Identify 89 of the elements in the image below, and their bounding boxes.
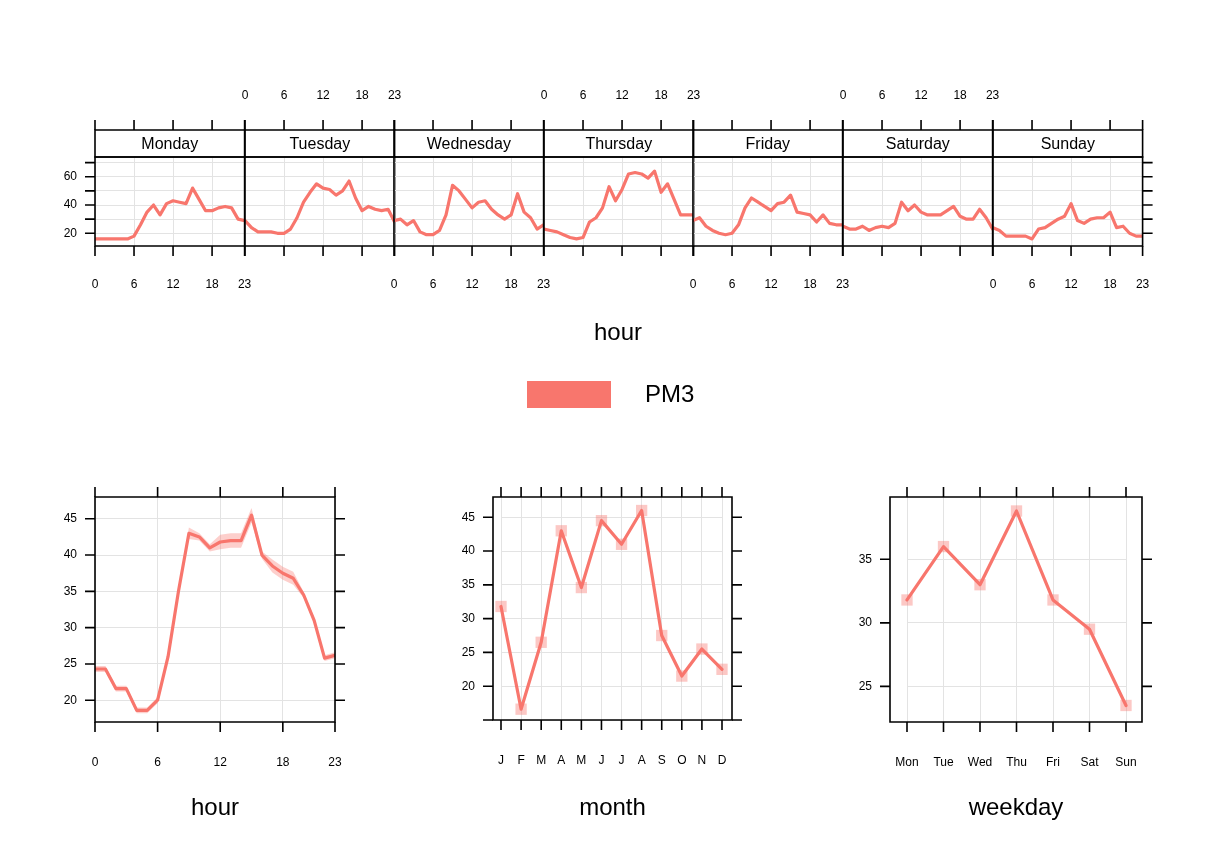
x-tick-label: 23 xyxy=(1135,277,1150,292)
x-tick-label: S xyxy=(657,753,666,768)
x-tick-label: 0 xyxy=(241,88,249,103)
x-tick-label: 0 xyxy=(91,277,99,292)
y-tick-label: 40 xyxy=(461,543,476,558)
chart-title: Thursday xyxy=(585,134,652,152)
x-tick-label: D xyxy=(717,753,727,768)
x-tick-label: 12 xyxy=(1063,277,1078,292)
x-tick-label: 6 xyxy=(878,88,886,103)
x-tick-label: 0 xyxy=(989,277,997,292)
x-tick-label: 23 xyxy=(537,277,551,292)
y-tick-label: 35 xyxy=(461,577,476,592)
y-tick-label: 35 xyxy=(63,583,78,598)
x-tick-label: Mon xyxy=(895,755,919,770)
x-tick-label: 6 xyxy=(579,88,587,103)
x-tick-label: 12 xyxy=(615,88,629,103)
y-tick-label: 20 xyxy=(63,225,78,240)
x-tick-label: O xyxy=(677,753,687,768)
x-tick-label: 12 xyxy=(315,88,330,103)
x-tick-label: 6 xyxy=(1028,277,1036,292)
x-tick-label: Fri xyxy=(1046,755,1060,770)
x-tick-label: 6 xyxy=(280,88,288,103)
x-tick-label: 23 xyxy=(836,277,850,292)
x-axis-title: weekday xyxy=(968,793,1064,821)
y-tick-label: 40 xyxy=(63,547,78,562)
x-tick-label: J xyxy=(618,753,625,768)
chart-title: Friday xyxy=(745,134,791,152)
x-tick-label: N xyxy=(697,753,707,768)
y-tick-label: 45 xyxy=(461,509,476,524)
x-tick-label: 23 xyxy=(387,88,402,103)
x-tick-label: 0 xyxy=(390,277,398,292)
x-tick-label: 6 xyxy=(729,277,737,292)
x-tick-label: 23 xyxy=(985,88,1000,103)
x-tick-label: A xyxy=(637,753,646,768)
x-tick-label: Sun xyxy=(1115,755,1137,770)
x-tick-label: 6 xyxy=(154,755,162,770)
chart-title: Monday xyxy=(141,134,199,152)
y-tick-label: 45 xyxy=(63,511,78,526)
y-tick-label: 30 xyxy=(858,615,873,630)
x-tick-label: 12 xyxy=(166,277,181,292)
legend-label: PM3 xyxy=(645,380,695,408)
x-tick-label: 6 xyxy=(429,277,437,292)
x-tick-label: Thu xyxy=(1006,755,1027,770)
x-tick-label: Tue xyxy=(933,755,954,770)
x-tick-label: A xyxy=(557,753,566,768)
x-tick-label: 18 xyxy=(205,277,220,292)
x-tick-label: 23 xyxy=(328,755,342,770)
y-tick-label: 35 xyxy=(858,551,873,566)
y-tick-label: 25 xyxy=(858,678,873,693)
x-tick-label: 0 xyxy=(690,277,698,292)
y-tick-label: 25 xyxy=(63,656,78,671)
x-tick-label: Sat xyxy=(1080,755,1100,770)
chart-title: Saturday xyxy=(885,134,950,152)
y-tick-label: 25 xyxy=(461,644,476,659)
x-tick-label: J xyxy=(498,753,504,768)
x-tick-label: 0 xyxy=(540,88,548,103)
x-axis-title: hour xyxy=(593,318,643,346)
x-tick-label: 12 xyxy=(213,755,228,770)
chart-title: Wednesday xyxy=(426,134,512,152)
x-tick-label: J xyxy=(598,753,605,768)
x-tick-label: M xyxy=(576,753,587,768)
x-tick-label: 23 xyxy=(686,88,701,103)
x-tick-label: 0 xyxy=(91,755,99,770)
x-tick-label: 12 xyxy=(914,88,929,103)
x-tick-label: 18 xyxy=(953,88,968,103)
y-tick-label: 20 xyxy=(461,678,476,693)
x-axis-title: hour xyxy=(190,793,240,821)
x-tick-label: 12 xyxy=(465,277,480,292)
y-tick-label: 30 xyxy=(63,619,78,634)
y-tick-label: 60 xyxy=(63,169,78,184)
x-tick-label: 18 xyxy=(276,755,290,770)
x-tick-label: 12 xyxy=(764,277,779,292)
x-tick-label: 6 xyxy=(130,277,138,292)
x-tick-label: 23 xyxy=(237,277,252,292)
x-tick-label: M xyxy=(536,753,547,768)
x-axis-title: month xyxy=(579,793,646,821)
x-tick-label: Wed xyxy=(967,755,993,770)
x-tick-label: 18 xyxy=(1102,277,1117,292)
chart-title: Sunday xyxy=(1040,134,1095,152)
x-tick-label: 18 xyxy=(354,88,369,103)
y-tick-label: 30 xyxy=(461,610,476,625)
x-tick-label: 18 xyxy=(654,88,668,103)
y-tick-label: 40 xyxy=(63,197,78,212)
y-tick-label: 20 xyxy=(63,692,78,707)
chart-title: Tuesday xyxy=(289,134,350,152)
x-tick-label: F xyxy=(517,753,525,768)
x-tick-label: 18 xyxy=(803,277,818,292)
x-tick-label: 0 xyxy=(839,88,847,103)
x-tick-label: 18 xyxy=(504,277,519,292)
